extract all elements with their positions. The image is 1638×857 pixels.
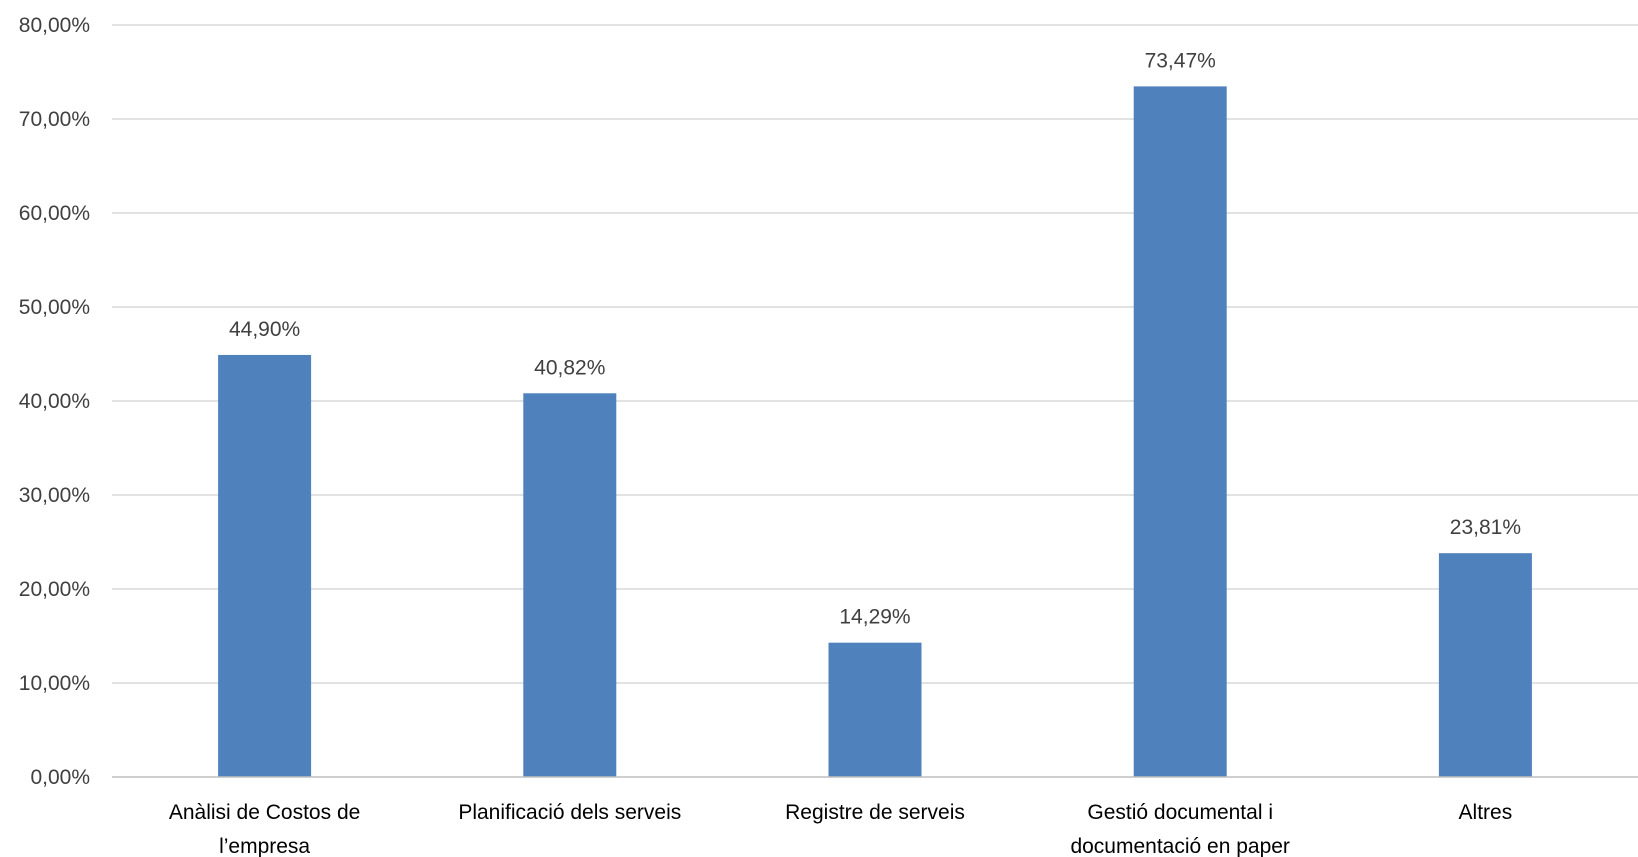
- y-tick-label: 10,00%: [19, 672, 90, 695]
- x-tick-label: Anàlisi de Costos de: [169, 801, 360, 824]
- y-tick-label: 40,00%: [19, 390, 90, 413]
- bars: [218, 86, 1532, 777]
- data-label: 14,29%: [839, 606, 910, 629]
- data-label: 44,90%: [229, 318, 300, 341]
- y-axis-tick-labels: 0,00% 10,00% 20,00% 30,00% 40,00% 50,00% 60,00…: [19, 14, 90, 789]
- data-labels: 44,90% 40,82% 14,29% 73,47% 23,81%: [229, 49, 1521, 628]
- category-labels: Anàlisi de Costos de l’empresa Planificaci…: [169, 801, 1512, 857]
- data-label: 40,82%: [534, 356, 605, 379]
- bar: [523, 393, 617, 777]
- bar: [1438, 553, 1532, 777]
- y-tick-label: 70,00%: [19, 108, 90, 131]
- y-tick-label: 0,00%: [30, 766, 90, 789]
- bar: [1133, 86, 1227, 777]
- y-tick-label: 80,00%: [19, 14, 90, 37]
- x-tick-label: Registre de serveis: [785, 801, 965, 824]
- x-tick-label: Gestió documental i: [1087, 801, 1273, 824]
- x-tick-label: Altres: [1459, 801, 1513, 824]
- data-label: 23,81%: [1450, 516, 1521, 539]
- x-tick-label: l’empresa: [219, 835, 310, 857]
- bar: [218, 354, 312, 777]
- gridlines: [112, 24, 1638, 684]
- data-label: 73,47%: [1145, 49, 1216, 72]
- y-tick-label: 30,00%: [19, 484, 90, 507]
- y-tick-label: 50,00%: [19, 296, 90, 319]
- x-tick-label: documentació en paper: [1070, 835, 1290, 857]
- y-tick-label: 20,00%: [19, 578, 90, 601]
- y-tick-label: 60,00%: [19, 202, 90, 225]
- bar: [828, 642, 922, 777]
- x-tick-label: Planificació dels serveis: [458, 801, 681, 824]
